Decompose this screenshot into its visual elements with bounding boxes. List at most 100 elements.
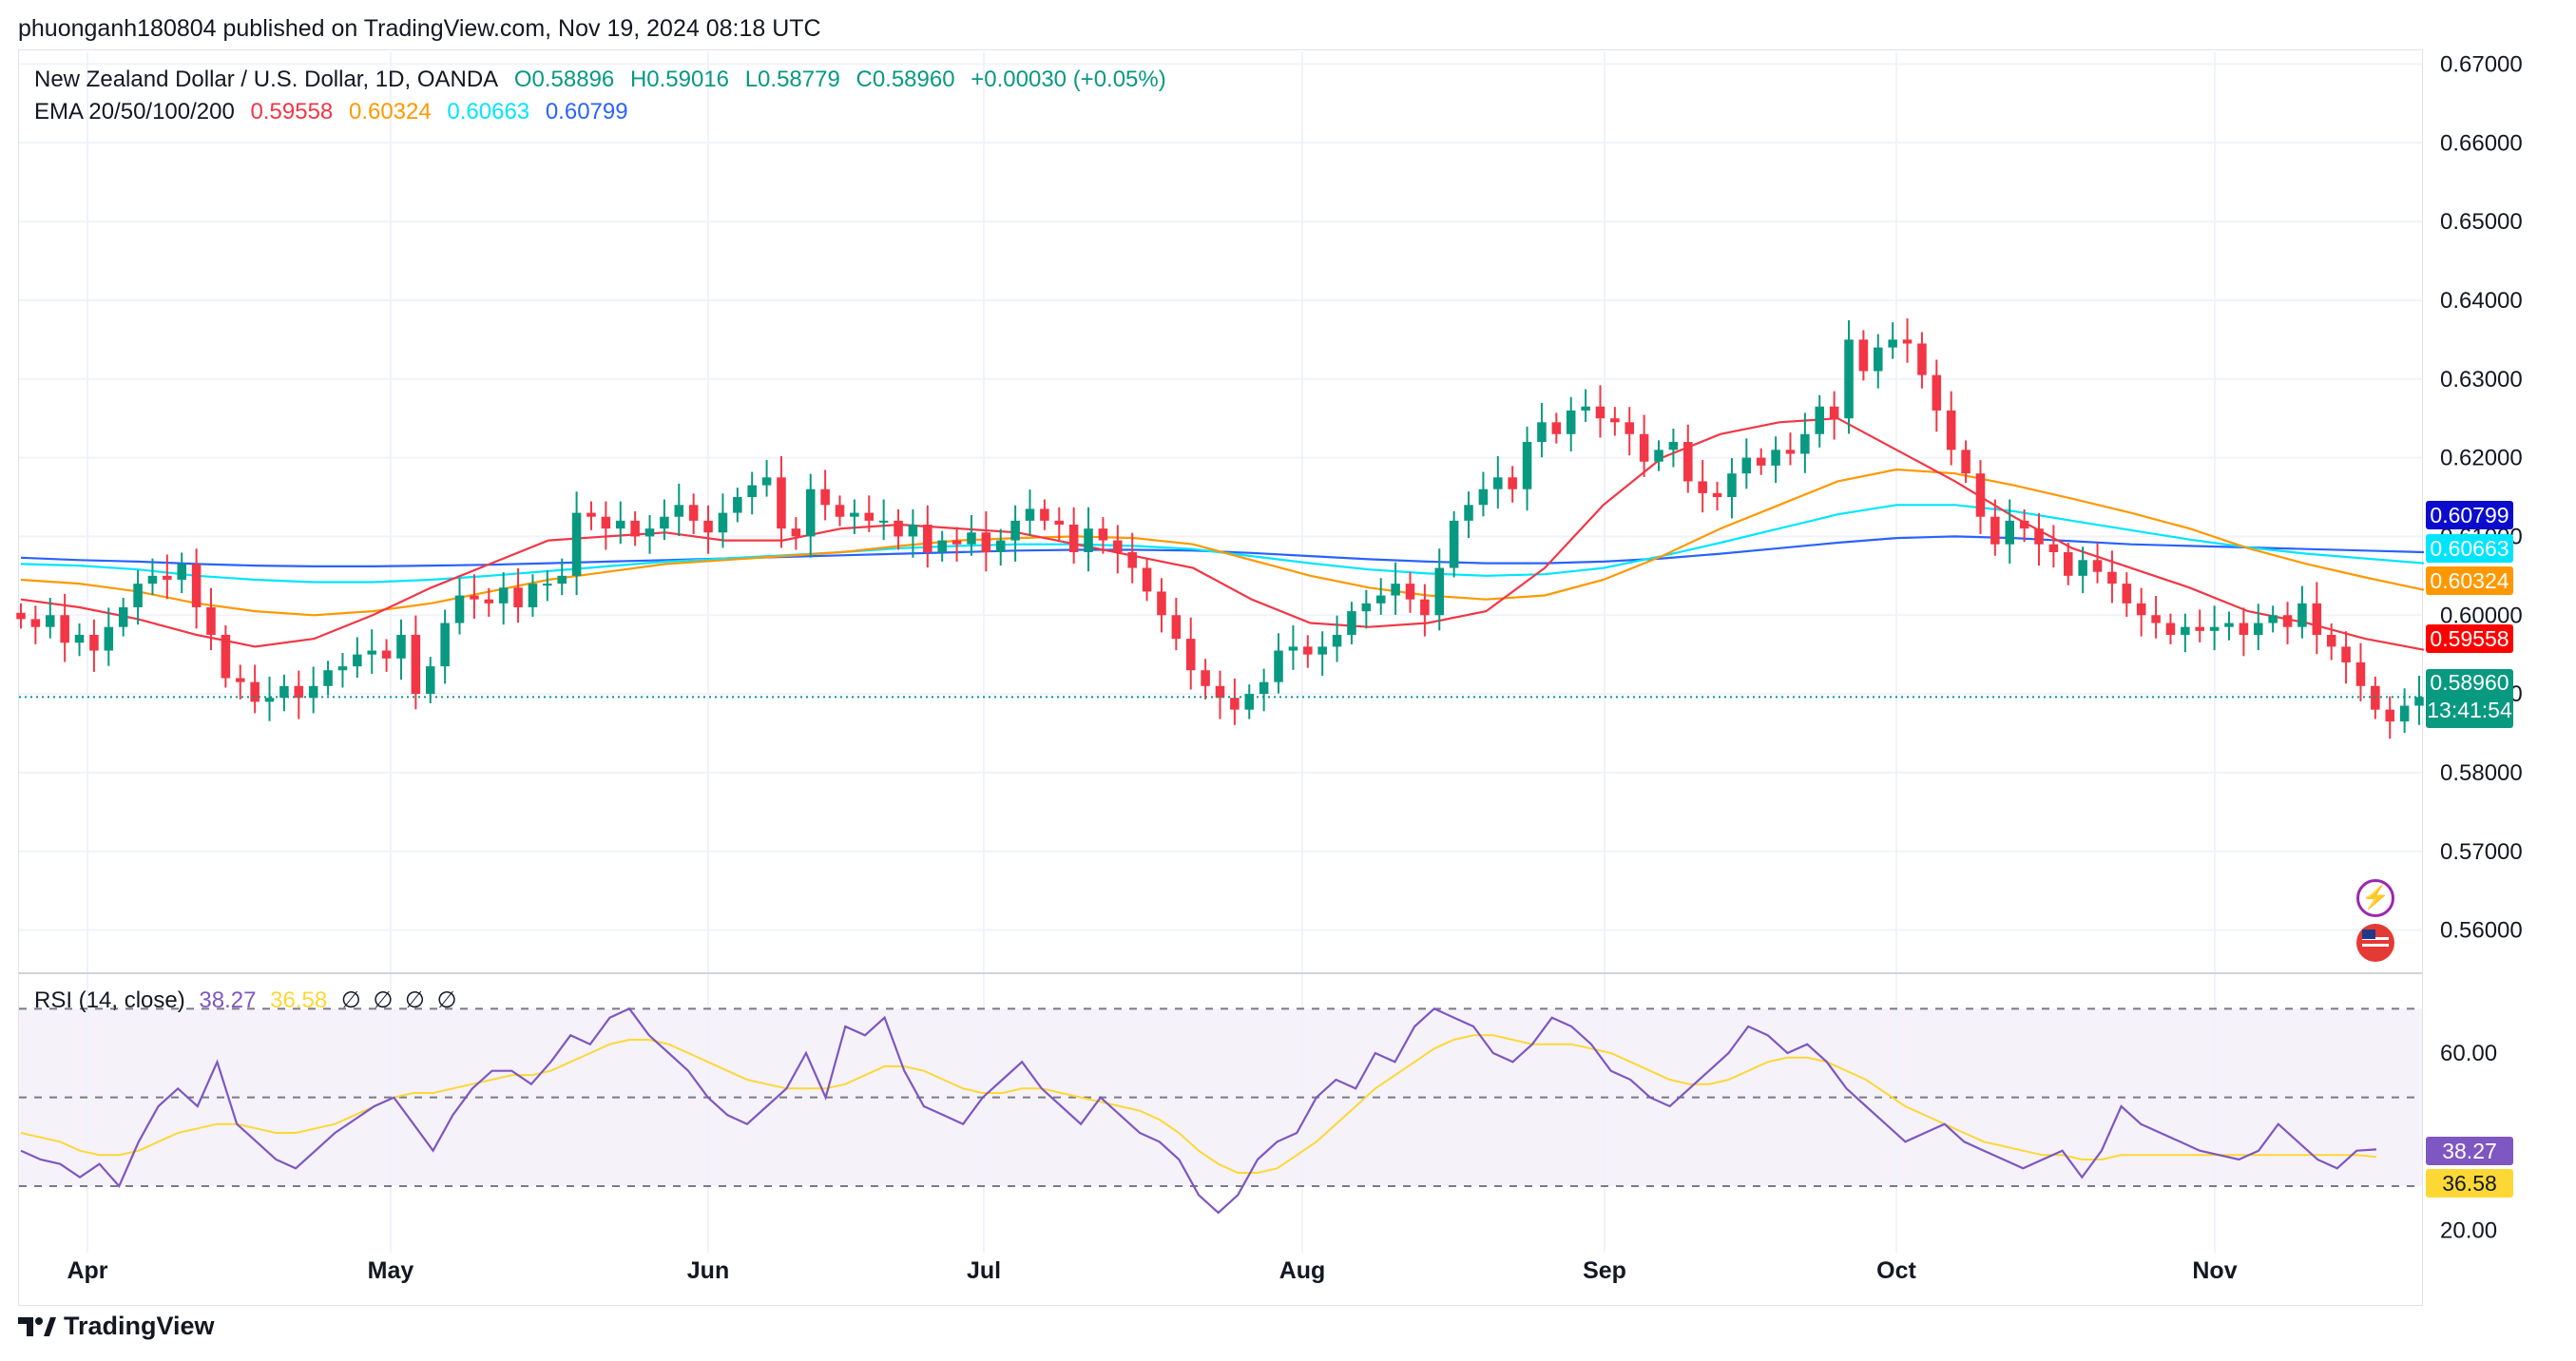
candle-body — [1917, 343, 1927, 375]
candle-body — [2195, 626, 2205, 631]
candle-body — [2341, 646, 2351, 662]
candle-body — [2034, 528, 2044, 545]
ema20-tag: 0.59558 — [2426, 624, 2513, 653]
rsi-extra-3: ∅ — [405, 987, 425, 1013]
candle-body — [1727, 473, 1737, 498]
candle-body — [1961, 450, 1970, 474]
candle-body — [967, 532, 976, 545]
candle-body — [601, 516, 611, 529]
low-value: L0.58779 — [744, 67, 840, 92]
last-price-value: 0.58960 — [2430, 670, 2509, 695]
rsi-value: 38.27 — [199, 987, 257, 1013]
candle-body — [1274, 650, 1283, 682]
candle-body — [820, 489, 830, 506]
candle-body — [1990, 516, 2000, 545]
candle-body — [133, 584, 143, 607]
candle-body — [1712, 492, 1722, 498]
lightning-icon[interactable]: ⚡ — [2356, 879, 2394, 917]
candle-body — [733, 497, 742, 513]
candle-body — [1259, 681, 1269, 695]
candle-body — [688, 505, 699, 521]
candle-body — [1405, 584, 1415, 600]
candle-body — [703, 520, 713, 533]
candle-body — [1201, 670, 1210, 686]
candle-body — [1215, 685, 1225, 699]
candle-body — [761, 477, 772, 486]
candle-body — [60, 615, 69, 643]
price-tick-label: 0.66000 — [2440, 130, 2523, 156]
price-tick-label: 0.57000 — [2440, 839, 2523, 865]
ema100-value: 0.60663 — [447, 99, 530, 125]
candle-body — [191, 564, 202, 607]
candle-body — [923, 524, 932, 552]
candle-body — [1375, 595, 1386, 604]
candle-body — [2326, 634, 2336, 647]
candle-body — [2181, 626, 2190, 635]
candle-body — [1771, 450, 1780, 466]
candle-body — [1683, 442, 1693, 482]
candle-body — [2078, 560, 2087, 576]
candle-body — [543, 584, 552, 586]
candle-body — [221, 634, 231, 679]
candle-body — [937, 540, 947, 552]
brand-name: TradingView — [64, 1312, 215, 1340]
candle-body — [440, 623, 450, 667]
price-tick-label: 0.60000 — [2440, 603, 2523, 628]
candle-body — [16, 612, 26, 620]
candle-body — [805, 489, 816, 537]
candle-body — [294, 685, 304, 699]
candle-body — [850, 512, 859, 517]
candle-body — [1244, 694, 1255, 710]
bar-countdown: 13:41:54 — [2427, 698, 2512, 722]
candle-body — [1420, 599, 1430, 616]
candle-body — [1171, 615, 1182, 640]
candle-body — [337, 666, 348, 671]
candle-body — [1785, 450, 1796, 454]
candle-body — [2282, 615, 2293, 627]
candle-body — [1668, 442, 1679, 450]
candle-body — [835, 505, 845, 517]
candle-body — [1902, 339, 1913, 344]
candle-body — [1303, 646, 1313, 655]
candle-body — [411, 634, 421, 695]
candle-body — [1493, 477, 1503, 489]
symbol-name[interactable]: New Zealand Dollar / U.S. Dollar, 1D, OA… — [34, 67, 499, 92]
change-value: +0.00030 (+0.05%) — [971, 67, 1166, 92]
rsi-extra-1: ∅ — [340, 987, 361, 1013]
candle-body — [396, 634, 406, 659]
candle-body — [1815, 406, 1825, 434]
candle-body — [674, 505, 684, 517]
price-tick-label: 0.56000 — [2440, 918, 2523, 944]
candle-body — [1932, 374, 1942, 411]
candle-body — [1185, 639, 1196, 671]
candle-body — [1581, 406, 1590, 411]
price-tick-label: 0.58000 — [2440, 760, 2523, 786]
rsi-label: RSI (14, close) — [34, 987, 185, 1013]
candle-body — [1756, 457, 1766, 466]
ema50-tag: 0.60324 — [2426, 566, 2513, 595]
candle-body — [1522, 442, 1532, 489]
candle-body — [557, 575, 567, 585]
candle-body — [1127, 551, 1137, 568]
candle-body — [2399, 705, 2410, 722]
close-value: C0.58960 — [855, 67, 955, 92]
rsi-extra-2: ∅ — [373, 987, 394, 1013]
us-flag-icon[interactable] — [2356, 924, 2394, 962]
candle-body — [1858, 339, 1869, 372]
ema-legend[interactable]: EMA 20/50/100/200 0.59558 0.60324 0.6066… — [34, 99, 638, 125]
candle-body — [894, 520, 903, 537]
candle-body — [1888, 339, 1897, 348]
candle-body — [1874, 347, 1883, 372]
candle-body — [777, 477, 786, 529]
candle-body — [981, 532, 991, 552]
candle-body — [1946, 410, 1956, 450]
candle-body — [2165, 623, 2176, 635]
candle-body — [250, 681, 260, 702]
rsi-legend[interactable]: RSI (14, close) 38.27 36.58 ∅ ∅ ∅ ∅ — [34, 987, 457, 1014]
tradingview-logo[interactable]: TradingView — [18, 1312, 215, 1341]
candle-body — [1054, 520, 1065, 525]
candle-body — [30, 619, 41, 627]
candle-body — [2268, 615, 2278, 623]
time-axis-label: Sep — [1583, 1257, 1626, 1284]
